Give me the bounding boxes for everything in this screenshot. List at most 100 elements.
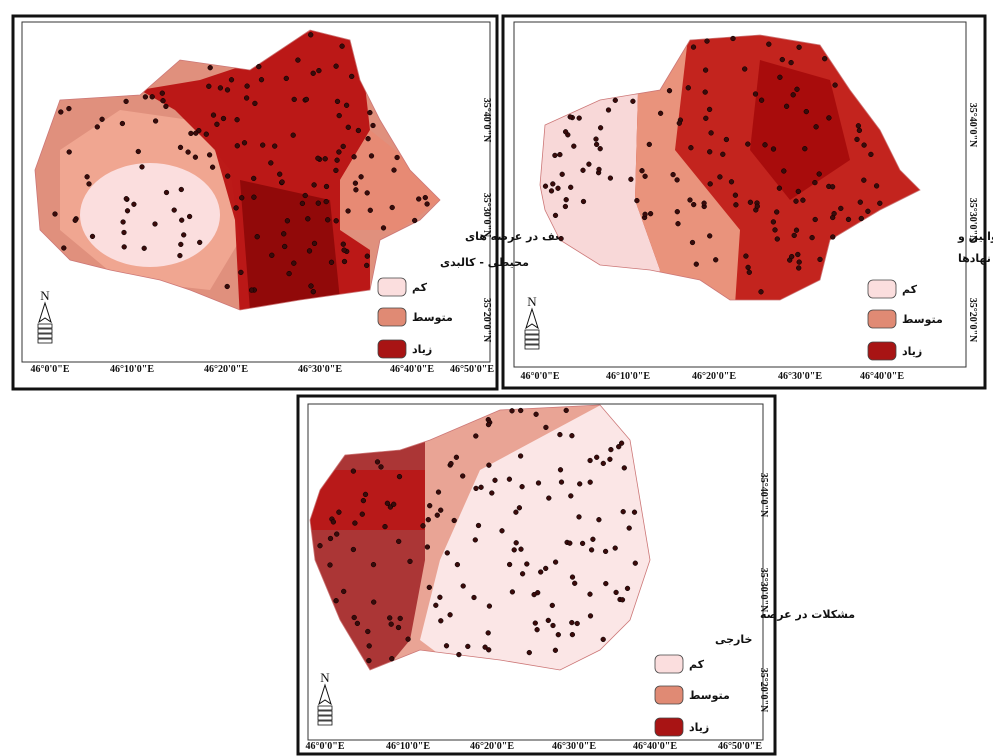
outline (539, 34, 921, 301)
sample-point (702, 67, 709, 73)
sample-point (543, 565, 549, 572)
sample-point (574, 620, 580, 627)
sample-point (349, 73, 355, 80)
sample-point (325, 217, 331, 223)
sample-point (587, 591, 593, 597)
sample-point (569, 433, 575, 439)
sample-point (519, 571, 526, 577)
sample-point (388, 621, 394, 627)
sample-point (123, 98, 129, 105)
sample-point (336, 112, 342, 119)
sample-point (336, 509, 342, 515)
legend-label: کم (902, 283, 918, 296)
sample-point (596, 166, 602, 173)
sample-point (317, 543, 323, 549)
sample-point (397, 615, 403, 622)
sample-point (594, 454, 600, 460)
sample-point (382, 523, 388, 530)
x-tick-label: 46°30'0"E (552, 741, 596, 752)
sample-point (754, 203, 760, 209)
sample-point (745, 264, 751, 271)
sample-point (244, 83, 250, 89)
sample-point (374, 459, 381, 465)
sample-point (290, 132, 296, 138)
sample-point (124, 208, 131, 214)
sample-point (590, 536, 596, 542)
sample-point (378, 464, 384, 470)
panel-frame (296, 394, 777, 756)
sample-point (691, 201, 697, 208)
sample-point (783, 103, 790, 109)
sample-point (832, 82, 838, 88)
north-base (317, 720, 333, 726)
sample-point (396, 473, 403, 480)
legend-label: متوسط (902, 313, 943, 326)
sample-point (389, 656, 395, 662)
sample-point (426, 584, 432, 591)
sample-point (303, 96, 310, 103)
sample-point (282, 243, 288, 250)
sample-point (657, 110, 664, 116)
sample-point (355, 127, 362, 134)
legend-label: کم (689, 658, 705, 671)
sample-point (796, 265, 802, 271)
sample-point (284, 218, 291, 224)
sample-point (405, 636, 411, 642)
sample-point (524, 561, 530, 567)
sample-point (766, 41, 772, 47)
sample-point (568, 184, 574, 190)
sample-point (206, 152, 213, 158)
sample-point (141, 245, 147, 251)
sample-point (758, 97, 765, 103)
sample-point (252, 100, 258, 107)
x-tick-label: 46°40'0"E (390, 364, 434, 375)
sample-point (353, 187, 359, 193)
sample-point (856, 127, 863, 134)
sample-point (758, 289, 764, 295)
sample-point (642, 173, 648, 179)
sample-point (149, 94, 155, 100)
sample-point (562, 203, 569, 210)
sample-point (558, 479, 565, 485)
sample-point (209, 164, 216, 170)
sample-point (624, 585, 631, 592)
sample-point (456, 651, 462, 658)
sample-point (572, 580, 578, 586)
sample-point (557, 467, 564, 473)
sample-point (291, 260, 297, 266)
sample-point (794, 86, 800, 92)
x-tick-label: 46°0'0"E (31, 364, 70, 375)
panel-frame (501, 14, 987, 390)
sample-point (233, 205, 239, 211)
sample-point (542, 183, 549, 189)
sample-point (251, 175, 257, 182)
sample-point (310, 289, 316, 295)
sample-point (550, 622, 556, 629)
sample-point (777, 74, 783, 80)
x-tick-label: 46°20'0"E (470, 741, 514, 752)
sample-point (612, 545, 618, 551)
legend-swatch (377, 307, 407, 327)
sample-point (152, 118, 159, 124)
sample-point (99, 116, 105, 122)
map-frame (307, 403, 764, 741)
sample-point (579, 540, 586, 547)
sample-point (333, 598, 339, 604)
sample-point (370, 122, 376, 129)
sample-point (587, 479, 593, 485)
sample-point (203, 131, 209, 137)
sample-point (387, 615, 393, 621)
sample-point (781, 168, 787, 174)
sample-point (605, 107, 612, 113)
sample-point (803, 108, 809, 115)
sample-point (666, 88, 673, 94)
sample-point (340, 241, 346, 247)
sample-point (548, 188, 555, 194)
sample-point (733, 202, 739, 208)
sample-point (706, 106, 713, 113)
sample-point (587, 457, 593, 464)
sample-point (790, 92, 796, 98)
sample-point (478, 484, 484, 490)
sample-point (186, 213, 193, 220)
